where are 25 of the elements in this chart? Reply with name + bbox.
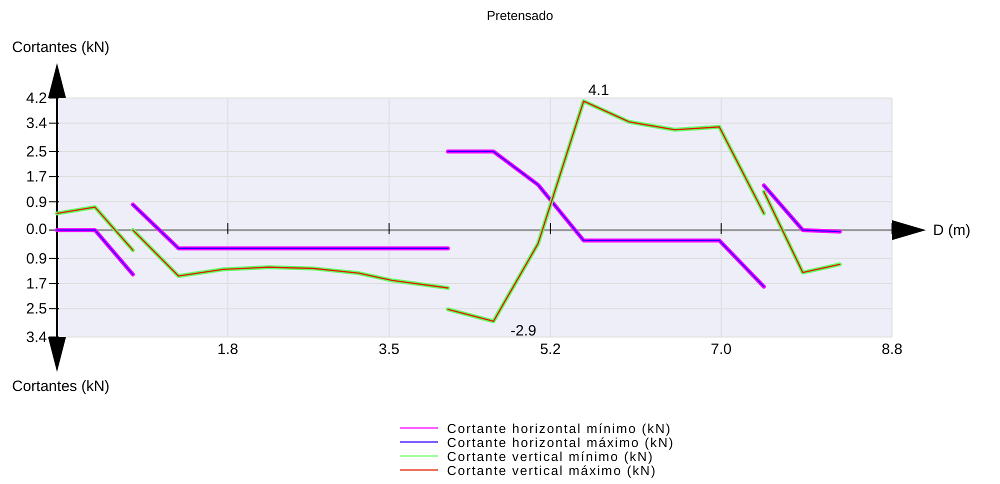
y-axis-title: Cortantes (kN) [12,378,110,395]
y-tick-label: 0.9 [26,194,47,211]
x-axis-title: D (m) [933,222,970,240]
y-tick-label: 0.9 [26,250,47,268]
x-tick-label: 1.8 [217,341,238,358]
y-tick-label: 2.5 [26,143,47,160]
y-tick-label: 1.7 [26,276,47,293]
x-tick-label: 3.5 [378,341,400,358]
x-tick-label: 5.2 [540,341,561,358]
annotation: 4.1 [588,82,610,100]
text: Cortantes (kN) [12,39,110,56]
annotation: -2.9 [510,322,536,340]
y-tick-label: 2.5 [26,300,47,318]
chart-title: Pretensado [486,8,554,23]
y-tick-label: 0.0 [26,221,47,238]
y-tick-label: 4.2 [26,90,47,107]
x-tick-label: 7.0 [710,341,732,358]
x-tick-label: 8.8 [882,341,902,358]
legend-label: Cortante vertical máximo (kN) [447,463,657,478]
legend-label: Cortante horizontal mínimo (kN) [447,421,672,436]
legend-label: Cortante horizontal máximo (kN) [447,435,674,450]
y-tick-label: 3.4 [26,329,47,346]
y-tick-label: 3.4 [26,115,47,132]
y-tick-label: 1.7 [26,168,47,186]
legend-label: Cortante vertical mínimo (kN) [447,449,654,464]
